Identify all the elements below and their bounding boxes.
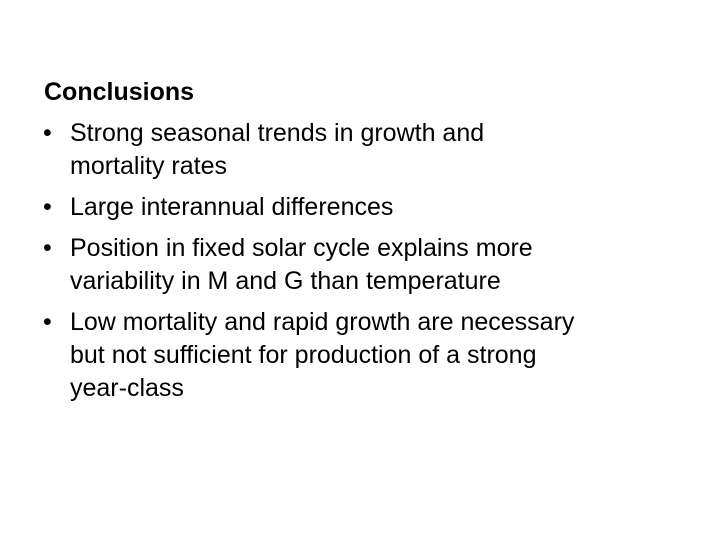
bullet-text: Position in fixed solar cycle explains m…: [70, 234, 533, 295]
bullet-item: • Strong seasonal trends in growth and m…: [40, 117, 580, 183]
bullet-icon: •: [43, 308, 52, 336]
bullet-text: Strong seasonal trends in growth and mor…: [70, 119, 485, 180]
bullet-list: • Strong seasonal trends in growth and m…: [40, 117, 580, 413]
bullet-item: • Large interannual differences: [40, 191, 580, 224]
bullet-icon: •: [43, 234, 52, 262]
bullet-icon: •: [43, 119, 52, 147]
bullet-item: • Position in fixed solar cycle explains…: [40, 232, 580, 298]
bullet-text: Large interannual differences: [70, 193, 394, 221]
slide-title: Conclusions: [44, 78, 195, 106]
bullet-text: Low mortality and rapid growth are neces…: [70, 308, 575, 402]
bullet-item: • Low mortality and rapid growth are nec…: [40, 306, 580, 405]
bullet-icon: •: [43, 193, 52, 221]
